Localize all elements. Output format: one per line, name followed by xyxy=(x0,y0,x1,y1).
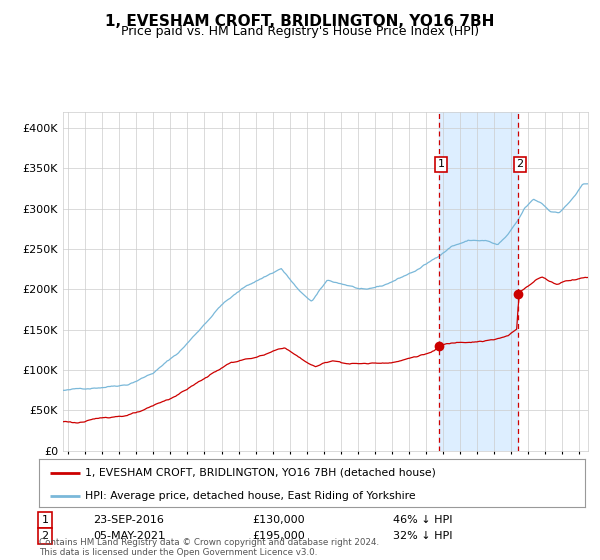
Text: 1, EVESHAM CROFT, BRIDLINGTON, YO16 7BH: 1, EVESHAM CROFT, BRIDLINGTON, YO16 7BH xyxy=(106,14,494,29)
Text: 2: 2 xyxy=(517,160,524,170)
Text: 2: 2 xyxy=(41,531,49,541)
Text: 05-MAY-2021: 05-MAY-2021 xyxy=(93,531,165,541)
Bar xyxy=(439,112,518,451)
Text: 46% ↓ HPI: 46% ↓ HPI xyxy=(393,515,452,525)
Text: 23-SEP-2016: 23-SEP-2016 xyxy=(93,515,164,525)
Text: £130,000: £130,000 xyxy=(252,515,305,525)
Text: £195,000: £195,000 xyxy=(252,531,305,541)
Text: Price paid vs. HM Land Registry's House Price Index (HPI): Price paid vs. HM Land Registry's House … xyxy=(121,25,479,38)
Text: 1, EVESHAM CROFT, BRIDLINGTON, YO16 7BH (detached house): 1, EVESHAM CROFT, BRIDLINGTON, YO16 7BH … xyxy=(85,468,436,478)
Text: 1: 1 xyxy=(41,515,49,525)
Text: HPI: Average price, detached house, East Riding of Yorkshire: HPI: Average price, detached house, East… xyxy=(85,491,416,501)
Text: 32% ↓ HPI: 32% ↓ HPI xyxy=(393,531,452,541)
Text: Contains HM Land Registry data © Crown copyright and database right 2024.
This d: Contains HM Land Registry data © Crown c… xyxy=(39,538,379,557)
Text: 1: 1 xyxy=(437,160,445,170)
